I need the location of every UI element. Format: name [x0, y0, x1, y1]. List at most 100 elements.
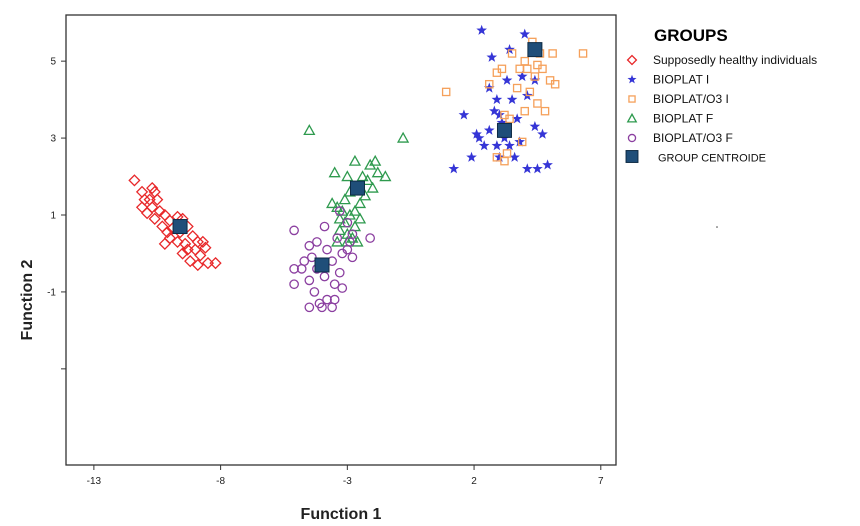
scatter-point-triangle — [333, 212, 346, 224]
scatter-point-triangle — [366, 181, 379, 193]
legend-label: Supposedly healthy individuals — [653, 53, 817, 67]
scatter-point-square — [533, 99, 542, 108]
group-centroid-marker — [172, 219, 188, 235]
scatter-point-star — [532, 163, 543, 174]
legend-label: BIOPLAT/O3 I — [653, 92, 729, 106]
legend-label: BIOPLAT/O3 F — [653, 131, 733, 145]
scatter-point-square — [538, 64, 547, 74]
scatter-point-diamond — [196, 235, 209, 249]
stray-dot — [716, 226, 718, 228]
scatter-point-star — [491, 140, 503, 151]
scatter-point-triangle — [369, 154, 382, 166]
scatter-point-diamond — [161, 226, 174, 239]
scatter-point-circle — [304, 240, 315, 251]
scatter-point-triangle — [379, 170, 392, 182]
scatter-point-diamond — [191, 258, 204, 272]
scatter-point-triangle — [353, 212, 367, 224]
scatter-point-star — [486, 51, 498, 62]
scatter-point-square — [523, 64, 532, 74]
scatter-point-circle — [334, 206, 345, 217]
scatter-point-diamond — [176, 247, 189, 260]
scatter-point-triangle — [328, 166, 341, 178]
legend-label: BIOPLAT F — [653, 112, 713, 126]
scatter-point-star — [489, 105, 500, 116]
x-tick-label: 2 — [471, 476, 477, 487]
group-centroid-marker — [496, 122, 512, 138]
y-axis-title: Function 2 — [19, 259, 36, 340]
scatter-point-star — [511, 113, 523, 124]
scatter-point-triangle — [341, 170, 354, 182]
scatter-point-square — [485, 79, 494, 89]
scatter-point-square — [530, 72, 540, 81]
scatter-point-diamond — [171, 235, 184, 249]
scatter-point-star — [509, 151, 520, 162]
scatter-point-triangle — [396, 131, 410, 143]
scatter-point-diamond — [194, 249, 207, 262]
x-axis-title: Function 1 — [301, 506, 382, 523]
scatter-point-star — [496, 117, 508, 128]
group-centroid-marker — [527, 42, 543, 58]
scatter-point-triangle — [364, 158, 377, 170]
scatter-point-star — [448, 163, 460, 174]
scatter-point-star — [537, 128, 548, 139]
scatter-point-star — [494, 109, 505, 120]
scatter-point-star — [458, 109, 470, 120]
scatter-point-triangle — [338, 193, 351, 205]
scatter-point-circle — [334, 267, 345, 278]
scatter-point-circle — [307, 252, 317, 263]
scatter-point-star — [504, 44, 515, 55]
scatter-point-circle — [342, 244, 353, 255]
scatter-point-circle — [365, 233, 375, 243]
scatter-point-circle — [304, 302, 315, 313]
legend-marker-square — [628, 95, 636, 103]
scatter-point-diamond — [184, 255, 197, 268]
legend-title: GROUPS — [654, 26, 728, 45]
legend-marker-diamond — [626, 54, 638, 66]
scatter-point-circle — [332, 233, 343, 243]
scatter-point-square — [525, 87, 535, 97]
y-tick-label: 1 — [50, 211, 56, 222]
scatter-point-star — [501, 74, 513, 85]
x-tick-label: -13 — [87, 476, 102, 487]
scatter-point-star — [504, 140, 515, 151]
scatter-point-triangle — [348, 204, 362, 216]
x-axis-ticks: -13 -8 -3 2 7 — [87, 465, 604, 487]
scatter-point-circle — [329, 279, 340, 290]
scatter-point-diamond — [140, 206, 154, 220]
scatter-point-circle — [337, 283, 348, 293]
scatter-point-diamond — [146, 181, 159, 195]
scatter-point-square — [548, 49, 557, 58]
scatter-point-square — [517, 137, 527, 147]
scatter-point-square — [578, 49, 588, 58]
scatter-point-diamond — [158, 237, 171, 250]
scatter-point-circle — [319, 221, 330, 232]
scatter-point-circle — [317, 302, 327, 313]
scatter-point-diamond — [148, 212, 161, 225]
scatter-point-star — [519, 28, 531, 39]
scatter-point-circle — [289, 279, 299, 290]
scatter-point-triangle — [356, 170, 369, 182]
scatter-point-triangle — [361, 174, 374, 186]
scatter-point-star — [529, 120, 541, 132]
scatter-point-circle — [312, 237, 322, 247]
y-tick-label: 5 — [50, 57, 56, 68]
scatter-point-triangle — [348, 154, 362, 166]
scatter-point-square — [492, 68, 502, 77]
scatter-point-circle — [296, 263, 307, 274]
scatter-point-circle — [289, 225, 299, 236]
scatter-point-star — [521, 163, 533, 174]
scatter-point-star — [542, 159, 553, 170]
scatter-point-triangle — [326, 197, 339, 209]
scatter-point-star — [478, 140, 490, 151]
scatter-point-circle — [322, 244, 332, 255]
y-tick-label: -1 — [47, 287, 56, 298]
scatter-point-square — [520, 106, 530, 116]
scatter-point-circle — [342, 217, 353, 228]
scatter-point-star — [476, 24, 487, 35]
scatter-point-triangle — [303, 124, 316, 136]
scatter-point-star — [516, 70, 528, 82]
scatter-point-square — [505, 114, 514, 124]
legend-label-centroid: GROUP CENTROIDE — [658, 153, 766, 165]
scatter-point-square — [441, 87, 451, 97]
